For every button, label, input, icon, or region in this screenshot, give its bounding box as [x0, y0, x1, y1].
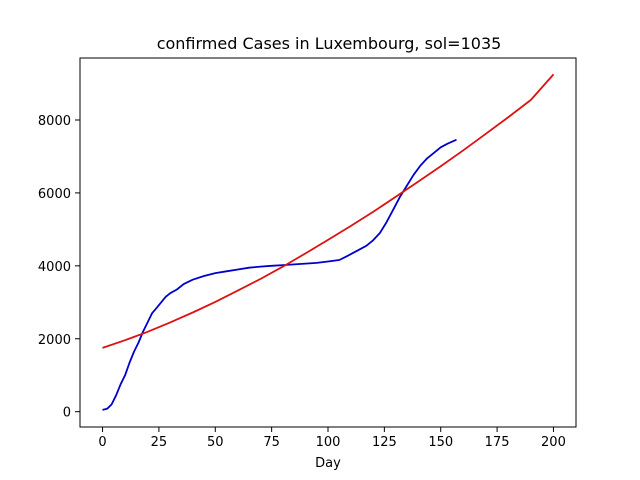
y-tick-label: 6000 [38, 187, 71, 202]
x-tick-label: 100 [316, 435, 341, 450]
series-layer [102, 73, 555, 411]
chart-title: confirmed Cases in Luxembourg, sol=1035 [157, 34, 502, 53]
y-tick-label: 4000 [38, 260, 71, 275]
x-tick-label: 200 [541, 435, 566, 450]
x-axis-label: Day [315, 456, 341, 471]
series-line-fit [102, 73, 555, 349]
series-line-confirmed [102, 138, 457, 411]
x-tick-label: 175 [485, 435, 510, 450]
x-tick-label: 25 [151, 435, 168, 450]
y-tick-label: 2000 [38, 333, 71, 348]
x-tick-label: 0 [98, 435, 106, 450]
y-axis: 0 2000 4000 6000 8000 [38, 114, 80, 421]
x-tick-label: 75 [263, 435, 280, 450]
x-tick-label: 125 [372, 435, 397, 450]
x-tick-label: 150 [428, 435, 453, 450]
x-axis: 0 25 50 75 100 125 150 175 200 [98, 427, 566, 450]
plot-frame [79, 57, 577, 428]
x-tick-label: 50 [207, 435, 224, 450]
y-tick-label: 0 [63, 406, 71, 421]
y-tick-label: 8000 [38, 114, 71, 129]
